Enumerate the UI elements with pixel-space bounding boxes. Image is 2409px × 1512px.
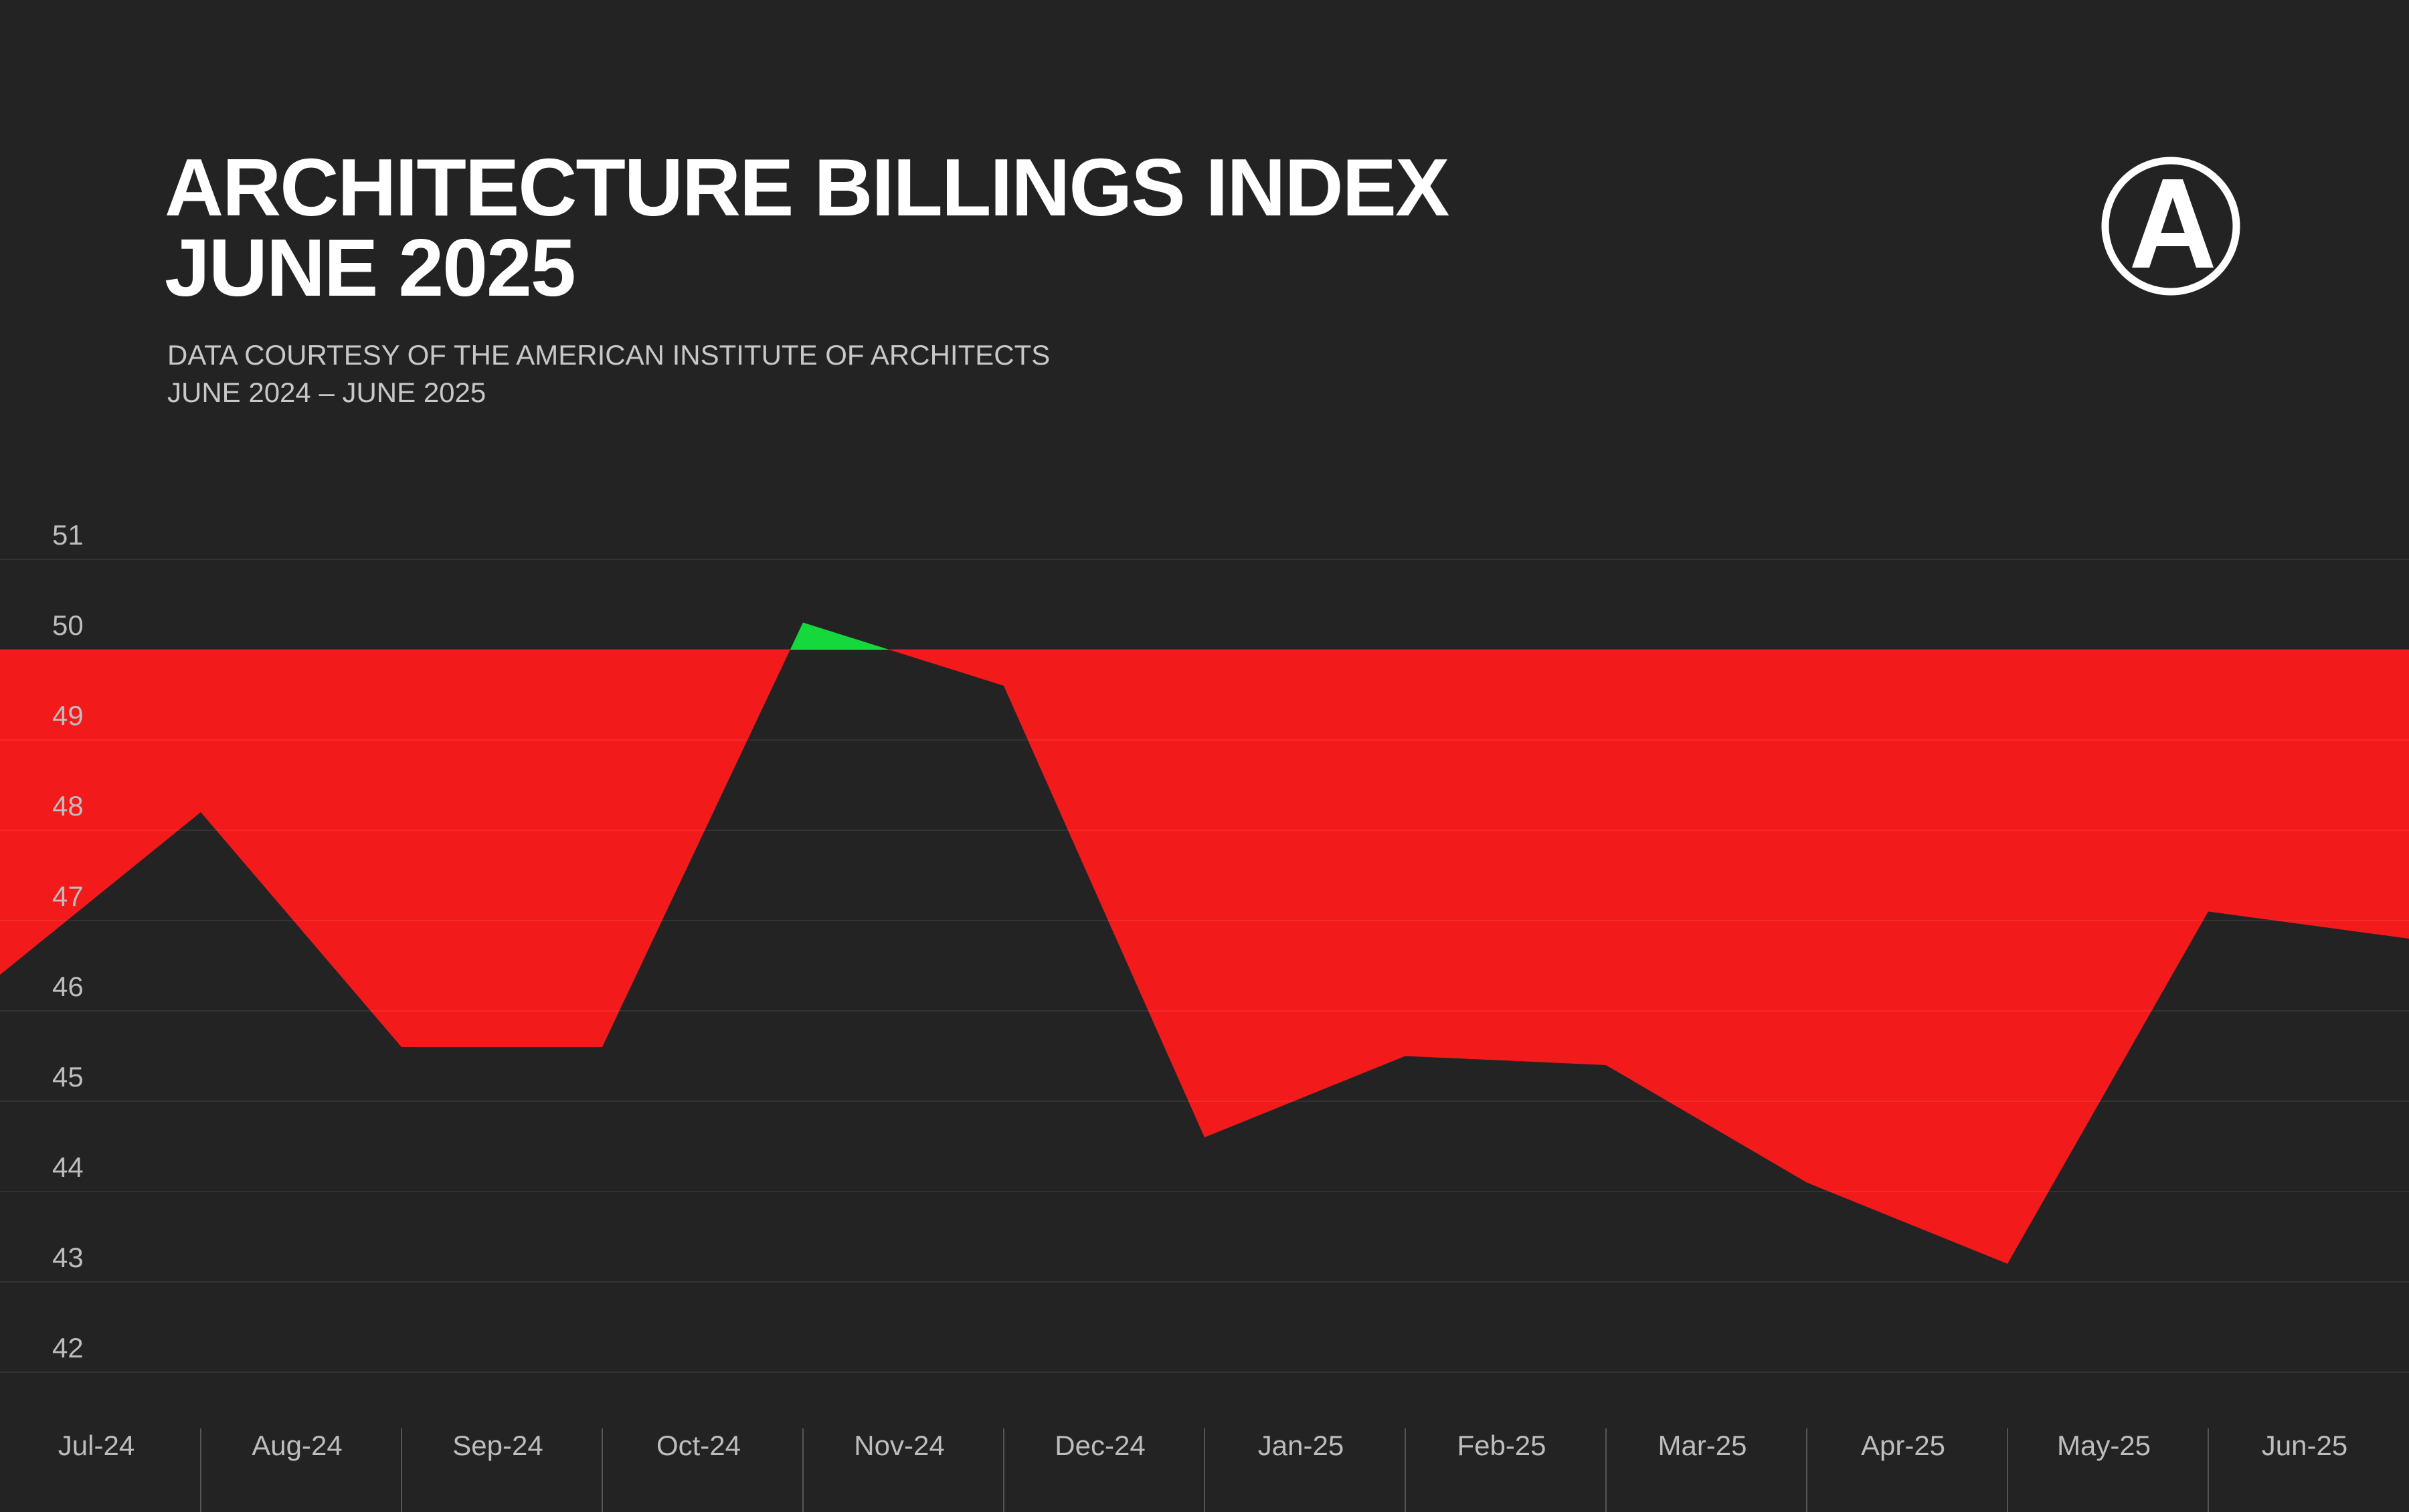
y-tick-label: 44 <box>52 1151 84 1183</box>
x-tick-label: Jan-25 <box>1258 1430 1344 1461</box>
y-tick-label: 46 <box>52 971 84 1002</box>
x-tick-label: Jun-25 <box>2262 1430 2347 1461</box>
y-tick-label: 45 <box>52 1061 84 1093</box>
y-tick-label: 42 <box>52 1332 84 1363</box>
y-tick-label: 43 <box>52 1242 84 1273</box>
area-below <box>0 650 2409 1264</box>
x-tick-label: Mar-25 <box>1658 1430 1747 1461</box>
plot-area <box>0 559 2409 1373</box>
x-tick-label: Feb-25 <box>1457 1430 1546 1461</box>
chart-subtitle: JUNE 2024 – JUNE 2025 <box>167 377 486 408</box>
y-tick-label: 50 <box>52 609 84 641</box>
x-tick-label: Oct-24 <box>656 1430 741 1461</box>
y-tick-label: 51 <box>52 519 84 551</box>
x-tick-label: Dec-24 <box>1055 1430 1145 1461</box>
logo <box>2101 157 2240 296</box>
x-tick-label: Apr-25 <box>1861 1430 1945 1461</box>
chart-title: ARCHITECTURE BILLINGS INDEX <box>165 142 1449 233</box>
chart-title: JUNE 2025 <box>165 222 575 313</box>
chart-subtitle: DATA COURTESY OF THE AMERICAN INSTITUTE … <box>167 339 1050 371</box>
y-tick-label: 47 <box>52 880 84 912</box>
y-tick-label: 48 <box>52 790 84 822</box>
y-tick-label: 49 <box>52 700 84 731</box>
x-tick-label: Sep-24 <box>452 1430 543 1461</box>
x-tick-label: Jul-24 <box>58 1430 135 1461</box>
x-tick-label: May-25 <box>2057 1430 2151 1461</box>
x-tick-label: Nov-24 <box>854 1430 944 1461</box>
x-tick-label: Aug-24 <box>252 1430 342 1461</box>
